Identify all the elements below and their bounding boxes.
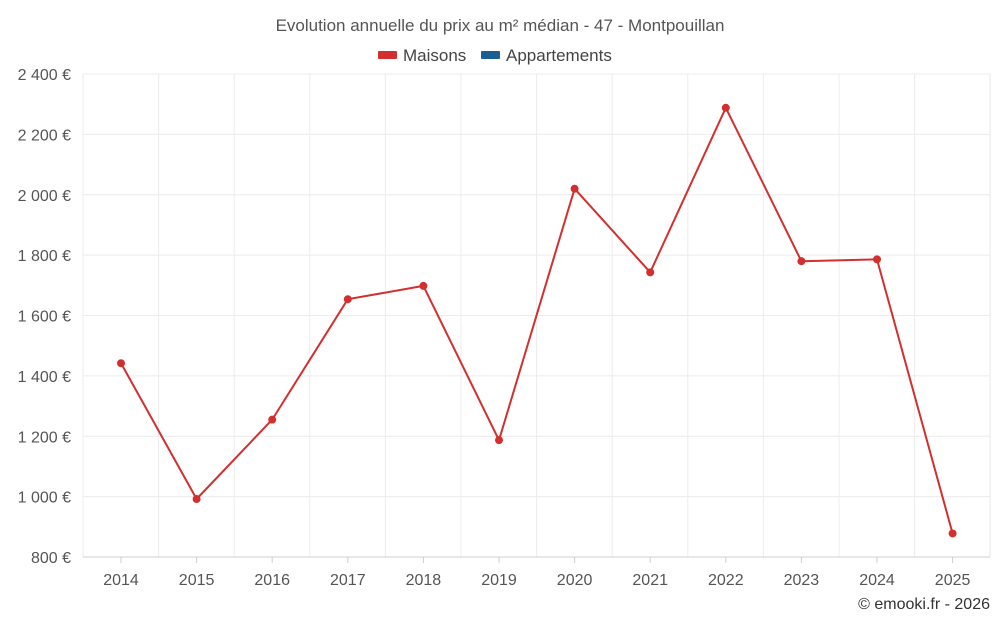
data-point-maisons-2020[interactable]: [570, 184, 579, 193]
grid: [82, 73, 991, 557]
x-tick-label: 2022: [708, 572, 744, 589]
data-point-maisons-2023[interactable]: [797, 257, 806, 266]
x-tick-label: 2023: [784, 572, 820, 589]
y-tick-label: 1 400 €: [18, 369, 71, 386]
data-point-maisons-2014[interactable]: [117, 359, 125, 368]
y-tick-label: 2 000 €: [18, 188, 71, 205]
series-line-maisons: [120, 106, 954, 534]
data-point-maisons-2024[interactable]: [873, 255, 881, 264]
legend-label-maisons: Maisons: [403, 46, 466, 65]
y-tick-label: 2 400 €: [18, 67, 71, 84]
legend-item-appartements[interactable]: Appartements: [481, 46, 612, 65]
x-tick-label: 2019: [481, 572, 517, 589]
series-maisons: [120, 106, 954, 534]
legend-swatch-appartements: [481, 51, 500, 59]
data-point-maisons-2016[interactable]: [268, 415, 277, 424]
data-point-maisons-2022[interactable]: [721, 103, 730, 112]
data-point-maisons-2021[interactable]: [646, 268, 655, 277]
x-tick-label: 2025: [935, 572, 971, 589]
axes: 800 € 1 000 € 1 200 € 1 400 € 1 600 € 1 800 €…: [18, 67, 990, 589]
y-tick-label: 800 €: [31, 550, 71, 567]
data-point-maisons-2015[interactable]: [192, 495, 201, 504]
data-point-maisons-2025[interactable]: [948, 529, 957, 538]
data-points-maisons: [117, 103, 957, 538]
x-tick-label: 2016: [254, 572, 290, 589]
y-tick-label: 1 800 €: [18, 248, 71, 265]
x-tick-label: 2014: [103, 572, 139, 589]
legend-item-maisons[interactable]: Maisons: [378, 46, 466, 65]
x-tick-label: 2017: [330, 572, 366, 589]
data-point-maisons-2017[interactable]: [343, 295, 352, 304]
legend: Maisons Appartements: [378, 46, 612, 65]
legend-label-appartements: Appartements: [506, 46, 612, 65]
chart-title: Evolution annuelle du prix au m² médian …: [276, 16, 725, 35]
y-tick-label: 2 200 €: [18, 127, 71, 144]
y-tick-label: 1 000 €: [18, 490, 71, 507]
x-tick-label: 2018: [406, 572, 442, 589]
y-tick-label: 1 200 €: [18, 429, 71, 446]
x-tick-label: 2015: [179, 572, 215, 589]
x-tick-label: 2021: [632, 572, 668, 589]
data-point-maisons-2019[interactable]: [495, 436, 503, 445]
legend-swatch-maisons: [378, 51, 397, 59]
y-tick-label: 1 600 €: [18, 309, 71, 326]
credit-text: © emooki.fr - 2026: [858, 596, 990, 613]
x-tick-label: 2024: [859, 572, 895, 589]
x-tick-label: 2020: [557, 572, 593, 589]
data-point-maisons-2018[interactable]: [419, 281, 428, 290]
